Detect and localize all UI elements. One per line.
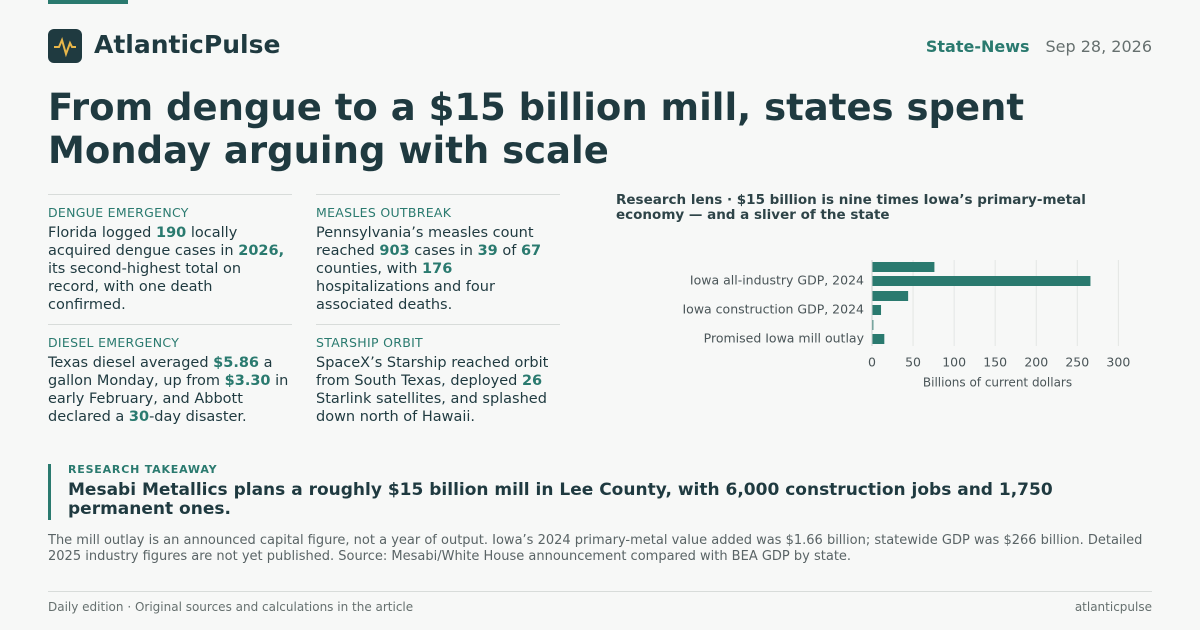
- y-tick-label: Iowa construction GDP, 2024: [682, 302, 864, 317]
- x-tick-label: 150: [983, 355, 1007, 370]
- card: MEASLES OUTBREAK Pennsylvania’s measles c…: [316, 194, 560, 314]
- figure: $3.30: [224, 373, 271, 389]
- figure: 30: [128, 409, 150, 425]
- card: DIESEL EMERGENCY Texas diesel averaged $5…: [48, 324, 292, 426]
- text-run: Starlink satellites, and splashed down n…: [316, 391, 547, 425]
- text-run: counties, with: [316, 261, 423, 277]
- card-text: Florida logged 190 locally acquired deng…: [48, 224, 292, 314]
- section[interactable]: State-News: [925, 37, 1030, 56]
- footer-rule: [48, 591, 1152, 592]
- text-run: SpaceX’s Starship reached orbit from Sou…: [316, 355, 549, 389]
- card: STARSHIP ORBIT SpaceX’s Starship reached …: [316, 324, 560, 426]
- text-run: -day disaster.: [149, 409, 247, 425]
- y-tick-label: Iowa all-industry GDP, 2024: [690, 273, 864, 288]
- logo: [48, 29, 82, 63]
- text-run: hospitalizations and four associated dea…: [316, 279, 495, 313]
- text-run: Florida logged: [48, 225, 156, 241]
- figure: 67: [520, 243, 542, 259]
- figure: 903: [379, 243, 410, 259]
- card-label: DENGUE EMERGENCY: [48, 205, 189, 220]
- text-run: a gallon Monday, up from: [48, 355, 273, 389]
- x-tick-label: 100: [942, 355, 966, 370]
- accent-bar: [48, 0, 128, 4]
- card-text: Pennsylvania’s measles count reached 903…: [316, 224, 560, 314]
- footer-right[interactable]: atlanticpulse: [1074, 600, 1152, 614]
- text-run: Texas diesel averaged: [48, 355, 214, 371]
- card-label: MEASLES OUTBREAK: [316, 205, 452, 220]
- figure: 39: [477, 243, 498, 259]
- text-run: locally acquired dengue cases in: [48, 225, 239, 259]
- card-label: STARSHIP ORBIT: [316, 335, 423, 350]
- text-run: Pennsylvania’s measles count reached: [316, 225, 534, 259]
- meta: State-News Sep 28, 2026: [926, 37, 1152, 56]
- footer-left: Daily edition · Original sources and cal…: [48, 600, 414, 614]
- card-text: Texas diesel averaged $5.86 a gallon Mon…: [48, 354, 292, 426]
- takeaway-label: RESEARCH TAKEAWAY: [68, 463, 218, 476]
- card-label: DIESEL EMERGENCY: [48, 335, 180, 350]
- bar: [872, 320, 874, 330]
- figure: 176: [422, 261, 453, 277]
- takeaway-headline: Mesabi Metallics plans a roughly $15 bil…: [68, 480, 1053, 519]
- x-tick-label: 200: [1024, 355, 1048, 370]
- figure: 2026,: [238, 243, 285, 259]
- bar: [872, 291, 909, 301]
- figure: $5.86: [213, 355, 260, 371]
- brand: AtlanticPulse: [94, 30, 281, 59]
- y-tick-label: Promised Iowa mill outlay: [704, 331, 865, 346]
- headline: From dengue to a $15 billion mill, state…: [48, 86, 1025, 172]
- date: Sep 28, 2026: [1045, 37, 1153, 56]
- text-run: of: [497, 243, 521, 259]
- bar: [872, 305, 882, 315]
- x-tick-label: 250: [1065, 355, 1089, 370]
- x-tick-label: 300: [1106, 355, 1130, 370]
- text-run: cases in: [409, 243, 478, 259]
- x-tick-label: 0: [868, 355, 876, 370]
- figure: 26: [521, 373, 543, 389]
- bar: [872, 334, 885, 344]
- chart: 0 50 100 150 200 250 300 Billions of current do…: [682, 260, 1130, 390]
- text-run: its second-highest total on record, with…: [48, 261, 242, 313]
- chart-title: Research lens · $15 billion is nine time…: [616, 192, 1086, 223]
- card-text: SpaceX’s Starship reached orbit from Sou…: [316, 354, 560, 426]
- bar: [872, 276, 1091, 286]
- note: The mill outlay is an announced capital …: [48, 533, 1143, 564]
- bar: [872, 262, 935, 272]
- x-tick-label: 50: [905, 355, 921, 370]
- card: DENGUE EMERGENCY Florida logged 190 local…: [48, 194, 292, 314]
- figure: 190: [155, 225, 187, 241]
- x-axis-label: Billions of current dollars: [923, 376, 1072, 390]
- text-run: in early February, and Abbott declared a: [48, 373, 289, 425]
- takeaway-rule: [48, 464, 51, 520]
